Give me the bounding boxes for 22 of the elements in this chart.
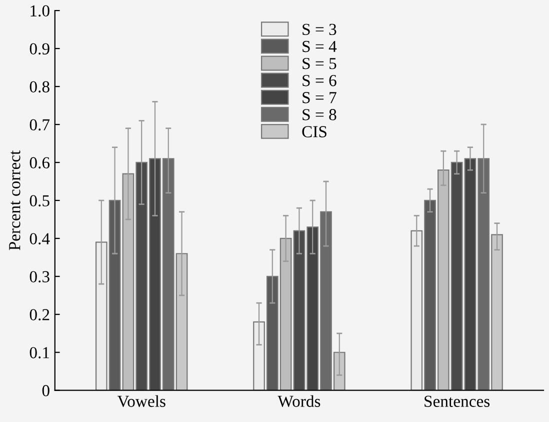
y-tick-label: 0.8 [30,81,50,93]
y-tick-label: 0.6 [30,157,50,168]
legend-label: S = 5 [302,58,336,70]
x-tick-label: Words [278,395,320,408]
y-tick-label: 0 [42,385,50,396]
legend-label: S = 7 [302,92,336,104]
x-tick-label: Vowels [117,395,166,408]
legend-label: S = 8 [302,109,336,120]
y-tick-label: 0.4 [30,233,50,244]
y-tick-label: 0.9 [30,43,50,55]
legend-label: S = 4 [302,40,337,52]
x-tick-label: Sentences [424,396,490,407]
y-tick-label: 0.7 [30,119,50,131]
y-tick-label: 0.5 [30,195,50,206]
y-axis-title: Percent correct [9,150,20,250]
legend-label: S = 6 [302,74,336,86]
y-tick-label: 0.1 [30,347,50,358]
legend-label: S = 3 [302,24,336,36]
legend-label: CIS [302,126,326,138]
y-tick-label: 0.3 [30,271,50,282]
y-tick-label: 0.2 [30,309,50,320]
y-tick-label: 1.0 [30,5,50,17]
